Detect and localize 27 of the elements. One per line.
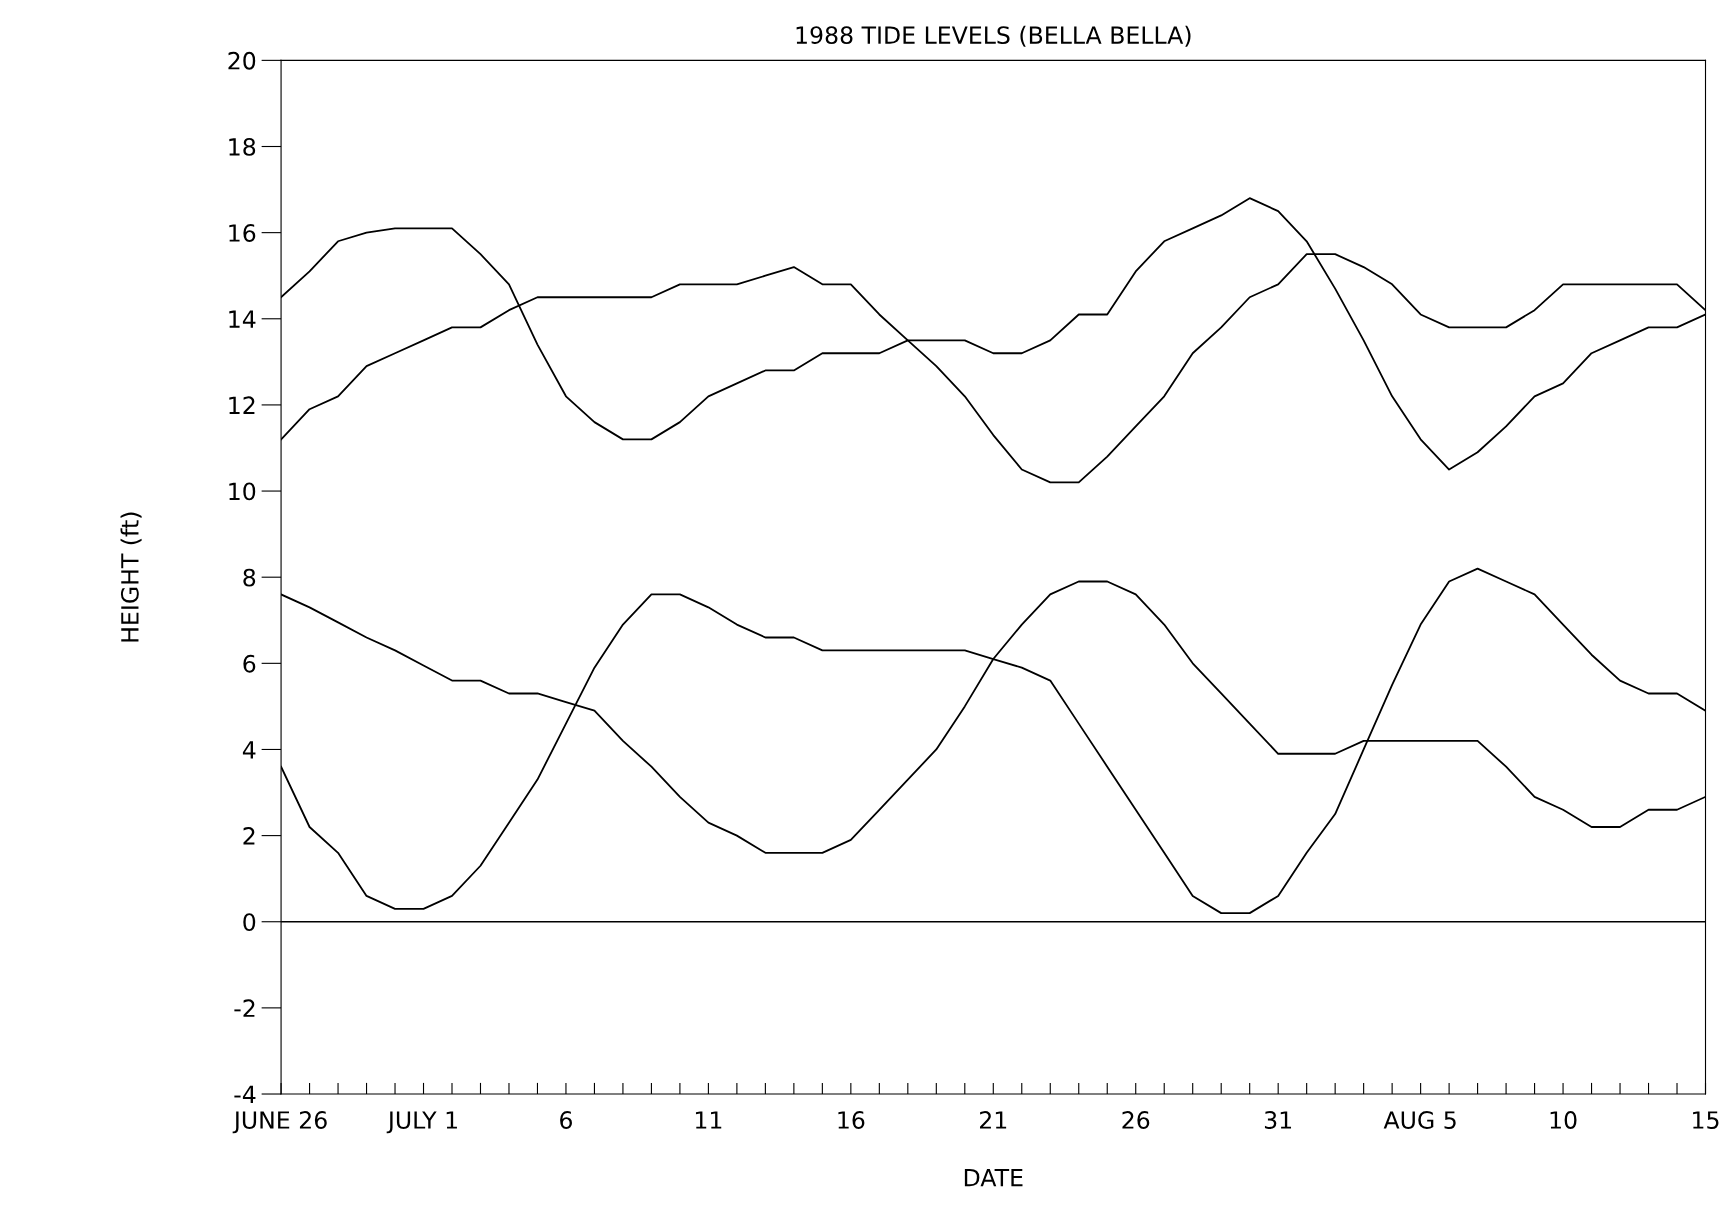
x-tick-label: 10 [1550,1111,1577,1129]
x-tick-label: AUG 5 [1383,1111,1456,1129]
y-tick-label: 0 [243,913,256,932]
y-axis-title: HEIGHT (ft) [120,512,142,642]
x-tick-label: 11 [695,1111,722,1129]
y-tick-label: 10 [229,482,256,501]
y-tick-label: 16 [229,224,256,242]
x-axis-title: DATE [964,1168,1023,1187]
x-tick-label: 15 [1693,1111,1719,1129]
x-tick-label: JULY 1 [386,1111,457,1134]
y-tick-label: 6 [243,654,256,673]
x-tick-label: 6 [560,1111,572,1129]
y-tick-label: -4 [234,1085,256,1103]
x-tick-label: 26 [1122,1111,1150,1129]
y-tick-label: 12 [229,396,255,414]
y-tick-label: -2 [234,999,255,1017]
x-tick-label: 31 [1264,1111,1292,1129]
x-tick-label: 21 [980,1111,1007,1129]
x-tick-label: 16 [838,1111,865,1129]
y-tick-label: 14 [229,310,256,328]
chart-title: 1988 TIDE LEVELS (BELLA BELLA) [796,25,1191,47]
y-tick-label: 2 [243,827,255,845]
y-tick-label: 8 [243,568,256,587]
x-tick-label: JUNE 26 [232,1111,327,1134]
y-tick-label: 18 [229,137,256,156]
y-tick-label: 4 [242,741,256,759]
y-tick-label: 20 [228,51,256,70]
